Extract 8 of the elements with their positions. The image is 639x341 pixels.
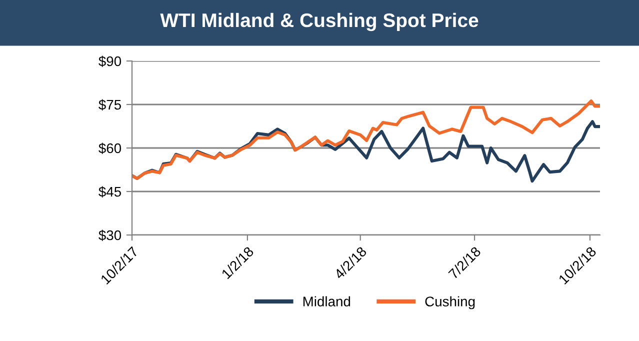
y-tick-label: $90 [98,56,122,67]
y-tick-label: $45 [98,186,122,198]
legend-label: Midland [303,296,350,306]
legend-label: Cushing [425,296,475,310]
y-tick-label: $30 [98,230,122,241]
chart-title: WTI Midland & Cushing Spot Price [160,12,478,32]
y-tick-label: $60 [98,142,122,154]
y-tick-label: $75 [98,99,122,110]
